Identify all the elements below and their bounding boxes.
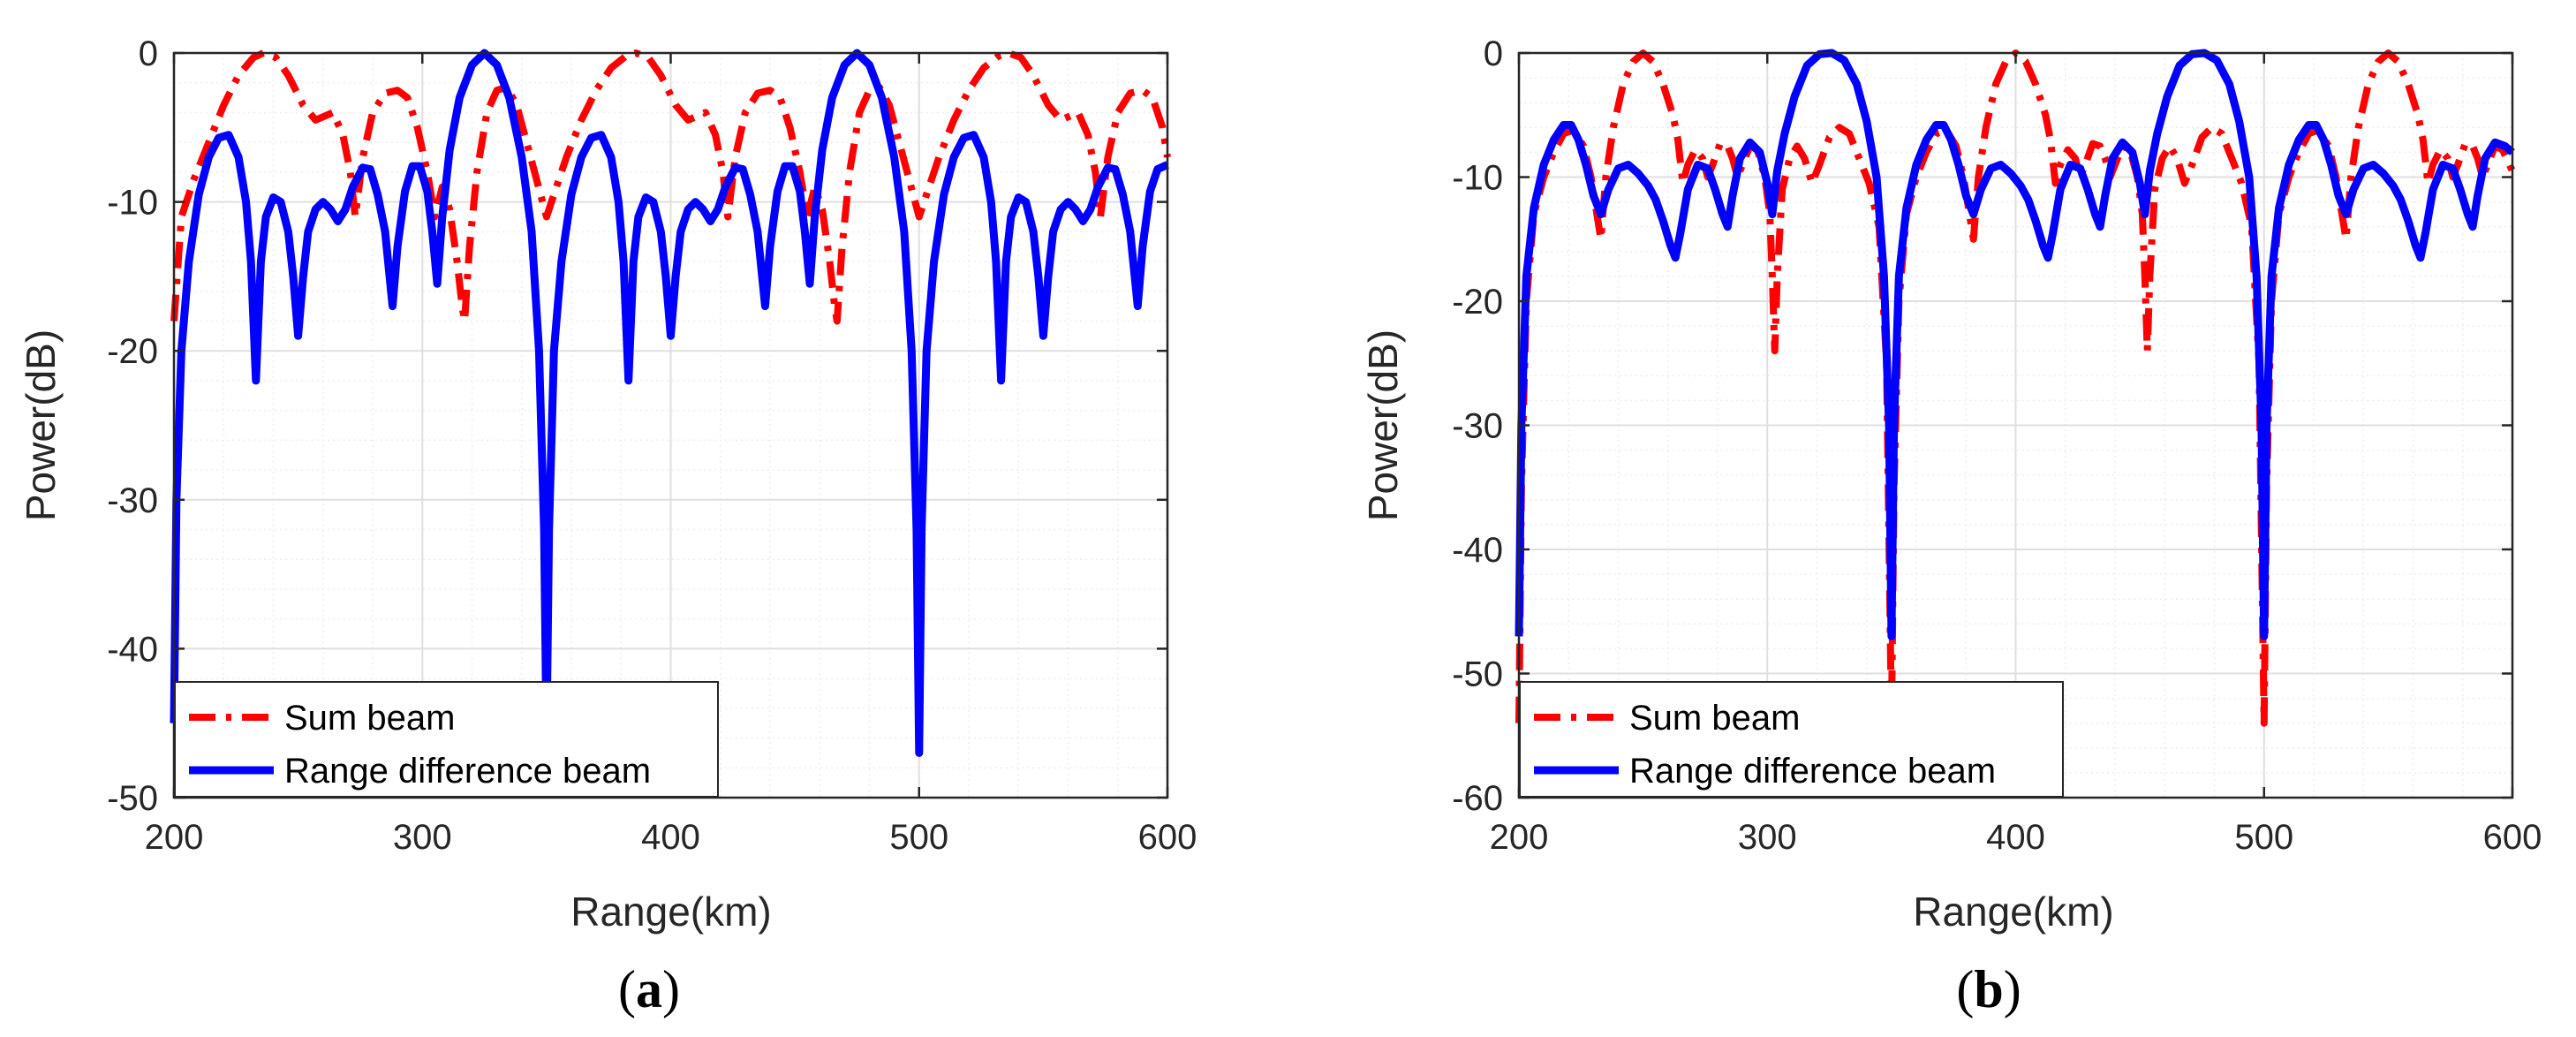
caption-close-paren: ): [2004, 960, 2021, 1018]
subplot-b: 200 300 400 500 600 0 -10 -20 -30 -40 -50 -60 Range(…: [1360, 34, 2542, 1018]
x-tick-label: 500: [889, 818, 948, 857]
subplot-a: 200 300 400 500 600 0 -10 -20 -30 -40 -50 Range(km)…: [18, 34, 1197, 1018]
x-tick-label: 600: [1138, 818, 1197, 857]
y-tick-label: -50: [107, 779, 158, 818]
y-tick-label: -60: [1452, 779, 1503, 818]
y-tick-label: 0: [139, 34, 158, 73]
range-difference-beam-line: [1515, 49, 2515, 640]
y-tick-label: -20: [1452, 283, 1503, 322]
x-tick-label: 300: [1738, 818, 1797, 857]
caption-open-paren: (: [1956, 960, 1974, 1018]
y-tick-label: -30: [107, 481, 158, 520]
x-axis-label: Range(km): [1913, 889, 2114, 935]
legend: Sum beam Range difference beam: [174, 681, 719, 798]
x-tick-label: 200: [145, 818, 204, 857]
axes: 200 300 400 500 600 0 -10 -20 -30 -40 -50 -60: [1452, 34, 2542, 857]
x-tick-label: 300: [393, 818, 452, 857]
y-tick-label: -20: [107, 332, 158, 371]
panel-caption: (b): [1956, 960, 2021, 1018]
legend-label-sum-beam: Sum beam: [284, 699, 455, 738]
x-tick-label: 400: [641, 818, 700, 857]
panel-caption: (a): [618, 960, 680, 1018]
range-difference-beam-line: [170, 49, 1169, 757]
y-tick-label: -10: [1452, 159, 1503, 198]
x-tick-label: 500: [2234, 818, 2293, 857]
y-tick-label: -50: [1452, 655, 1503, 694]
legend-box: [174, 681, 719, 798]
caption-letter: b: [1974, 960, 2003, 1018]
legend-box: [1519, 681, 2064, 798]
x-axis-label: Range(km): [570, 889, 772, 935]
caption-letter: a: [636, 960, 662, 1018]
y-tick-label: -30: [1452, 407, 1503, 446]
x-tick-label: 200: [1490, 818, 1549, 857]
legend-label-range-difference-beam: Range difference beam: [1629, 752, 1996, 791]
sum-beam-line: [170, 49, 1171, 325]
sum-beam-line: [1515, 49, 2516, 727]
y-tick-label: 0: [1484, 34, 1503, 73]
y-tick-label: -10: [107, 184, 158, 223]
legend-label-range-difference-beam: Range difference beam: [284, 752, 651, 791]
legend: Sum beam Range difference beam: [1519, 681, 2064, 798]
x-tick-label: 400: [1986, 818, 2045, 857]
y-tick-label: -40: [107, 630, 158, 669]
y-tick-label: -40: [1452, 531, 1503, 570]
caption-close-paren: ): [662, 960, 680, 1018]
caption-open-paren: (: [618, 960, 636, 1018]
y-axis-label: Power(dB): [18, 329, 64, 521]
x-tick-label: 600: [2483, 818, 2542, 857]
legend-label-sum-beam: Sum beam: [1629, 699, 1800, 738]
y-axis-label: Power(dB): [1360, 329, 1406, 521]
